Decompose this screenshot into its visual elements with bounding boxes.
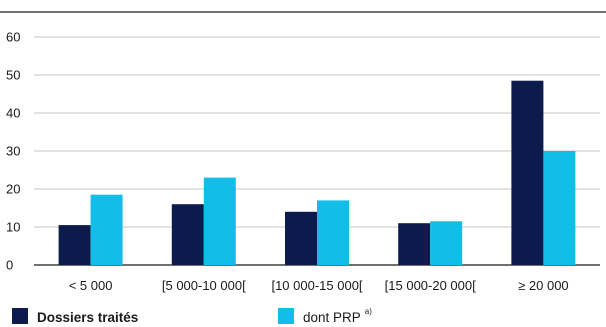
- bar-dont-prp: [317, 200, 349, 265]
- legend-superscript: a): [365, 307, 372, 316]
- legend-item: dont PRP a): [278, 307, 372, 325]
- y-tick-label: 60: [6, 30, 20, 45]
- legend-swatch: [278, 308, 294, 324]
- bar-dont-prp: [430, 221, 463, 265]
- y-tick-label: 30: [6, 144, 20, 159]
- x-tick-label: ≥ 20 000: [518, 278, 569, 293]
- bar-dont-prp: [90, 194, 123, 265]
- x-tick-label: [15 000-20 000[: [385, 278, 476, 293]
- bar-dossiers-traites: [398, 223, 431, 265]
- y-tick-label: 0: [6, 258, 13, 273]
- y-tick-label: 50: [6, 68, 20, 83]
- bar-dossiers-traites: [58, 225, 91, 265]
- legend-label: dont PRP: [303, 310, 361, 325]
- y-tick-label: 20: [6, 182, 20, 197]
- legend-item: Dossiers traités: [12, 308, 138, 325]
- legend: Dossiers traités dont PRP a): [12, 307, 372, 325]
- bar-dossiers-traites: [511, 80, 544, 265]
- bar-dont-prp: [543, 151, 576, 265]
- x-tick-label: [10 000-15 000[: [271, 278, 362, 293]
- x-axis: < 5 000 [5 000-10 000[ [10 000-15 000[ [15 …: [69, 278, 569, 293]
- bars: [58, 80, 576, 265]
- bar-dossiers-traites: [171, 204, 204, 265]
- y-tick-label: 10: [6, 220, 20, 235]
- y-tick-label: 40: [6, 106, 20, 121]
- bar-dont-prp: [203, 177, 236, 265]
- legend-swatch: [12, 308, 28, 324]
- legend-label: Dossiers traités: [37, 310, 138, 325]
- bar-dossiers-traites: [285, 211, 317, 265]
- x-tick-label: [5 000-10 000[: [162, 278, 246, 293]
- x-tick-label: < 5 000: [69, 278, 113, 293]
- y-axis: 0 10 20 30 40 50 60: [6, 30, 20, 273]
